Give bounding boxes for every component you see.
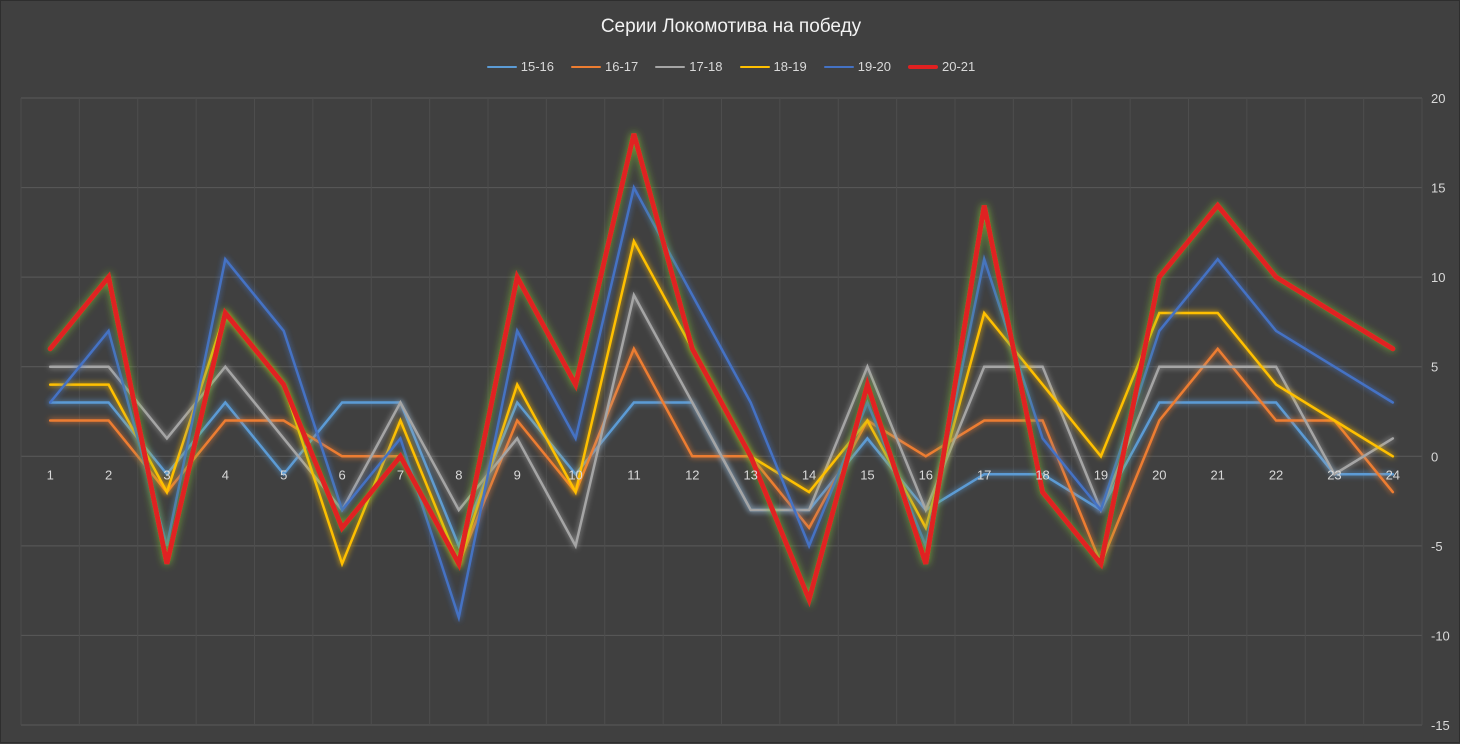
x-tick-label: 13 <box>743 467 757 482</box>
x-tick-label: 4 <box>222 467 229 482</box>
legend-label: 18-19 <box>773 59 807 74</box>
x-tick-label: 18 <box>1035 467 1049 482</box>
x-tick-label: 21 <box>1210 467 1224 482</box>
x-tick-label: 14 <box>802 467 816 482</box>
legend-swatch <box>486 65 517 68</box>
y-tick-label: 20 <box>1431 91 1445 106</box>
x-tick-label: 5 <box>280 467 287 482</box>
legend-swatch <box>655 65 686 68</box>
y-tick-label: -15 <box>1431 718 1450 733</box>
chart-title: Серии Локомотива на победу <box>600 16 862 37</box>
x-tick-label: 11 <box>627 467 641 482</box>
legend: 15-16 16-17 17-18 18-19 19-20 20-21 <box>1 59 1460 74</box>
legend-swatch <box>908 64 938 69</box>
series-line-19-20 <box>48 184 1395 623</box>
x-tick-label: 7 <box>397 467 404 482</box>
x-tick-label: 23 <box>1327 467 1341 482</box>
y-tick-label: -10 <box>1431 628 1450 643</box>
legend-item-17-18[interactable]: 17-18 <box>655 59 723 74</box>
x-tick-label: 16 <box>919 467 933 482</box>
legend-swatch <box>571 65 601 68</box>
legend-item-16-17[interactable]: 16-17 <box>571 59 638 74</box>
legend-item-18-19[interactable]: 18-19 <box>739 59 807 74</box>
x-tick-label: 20 <box>1152 467 1166 482</box>
legend-swatch <box>739 65 770 68</box>
legend-label: 17-18 <box>689 59 723 74</box>
x-tick-label: 12 <box>685 467 699 482</box>
legend-item-19-20[interactable]: 19-20 <box>823 59 891 74</box>
legend-label: 19-20 <box>857 59 891 74</box>
x-tick-label: 1 <box>47 467 54 482</box>
x-tick-label: 24 <box>1386 467 1400 482</box>
legend-label: 20-21 <box>942 59 976 74</box>
y-tick-label: 0 <box>1431 449 1438 464</box>
legend-item-20-21[interactable]: 20-21 <box>908 59 975 74</box>
y-tick-label: -5 <box>1431 539 1443 554</box>
x-tick-label: 9 <box>514 467 521 482</box>
x-tick-label: 3 <box>163 467 170 482</box>
y-tick-label: 10 <box>1431 270 1445 285</box>
x-tick-label: 19 <box>1094 467 1108 482</box>
series-line-20-21 <box>47 133 1396 608</box>
legend-label: 16-17 <box>605 59 639 74</box>
legend-item-15-16[interactable]: 15-16 <box>486 59 554 74</box>
x-tick-label: 8 <box>455 467 462 482</box>
x-tick-label: 17 <box>977 467 991 482</box>
x-tick-label: 10 <box>568 467 582 482</box>
legend-swatch <box>823 65 854 68</box>
series-line-17-18 <box>48 291 1395 550</box>
y-tick-label: 5 <box>1431 360 1438 375</box>
legend-label: 15-16 <box>520 59 554 74</box>
x-tick-label: 2 <box>105 467 112 482</box>
x-tick-label: 22 <box>1269 467 1283 482</box>
y-tick-label: 15 <box>1431 181 1445 196</box>
x-tick-label: 15 <box>860 467 874 482</box>
x-tick-label: 6 <box>338 467 345 482</box>
